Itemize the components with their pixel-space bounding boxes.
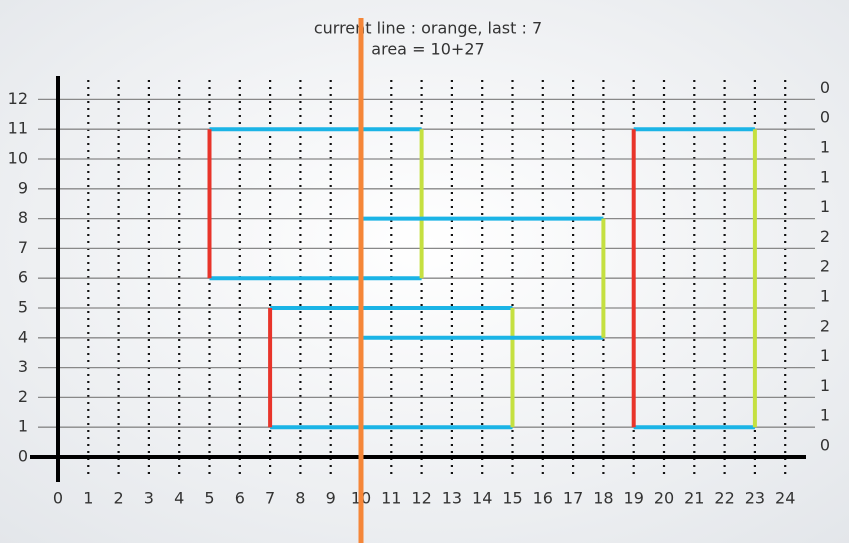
x-label: 8 xyxy=(295,489,305,508)
count-label: 2 xyxy=(820,227,830,246)
title: current line : orange, last : 7 xyxy=(314,19,542,38)
y-label: 11 xyxy=(8,119,28,138)
y-label: 10 xyxy=(8,149,28,168)
x-label: 21 xyxy=(684,489,704,508)
count-label: 1 xyxy=(820,138,830,157)
x-label: 14 xyxy=(472,489,492,508)
subtitle: area = 10+27 xyxy=(371,40,484,59)
x-label: 12 xyxy=(411,489,431,508)
x-label: 5 xyxy=(204,489,214,508)
x-label: 7 xyxy=(265,489,275,508)
count-label: 0 xyxy=(820,108,830,127)
x-label: 4 xyxy=(174,489,184,508)
x-label: 16 xyxy=(533,489,553,508)
y-label: 2 xyxy=(18,387,28,406)
count-label: 1 xyxy=(820,167,830,186)
x-label: 9 xyxy=(326,489,336,508)
count-label: 2 xyxy=(820,257,830,276)
x-label: 17 xyxy=(563,489,583,508)
y-label: 7 xyxy=(18,238,28,257)
count-label: 0 xyxy=(820,436,830,455)
y-label: 1 xyxy=(18,417,28,436)
x-label: 19 xyxy=(624,489,644,508)
count-label: 2 xyxy=(820,316,830,335)
x-label: 0 xyxy=(53,489,63,508)
y-label: 5 xyxy=(18,298,28,317)
x-label: 24 xyxy=(775,489,795,508)
count-label: 1 xyxy=(820,376,830,395)
x-label: 20 xyxy=(654,489,674,508)
y-label: 9 xyxy=(18,178,28,197)
x-label: 18 xyxy=(593,489,613,508)
y-label: 8 xyxy=(18,208,28,227)
count-label: 1 xyxy=(820,406,830,425)
x-label: 22 xyxy=(714,489,734,508)
x-label: 3 xyxy=(144,489,154,508)
count-label: 1 xyxy=(820,287,830,306)
x-label: 11 xyxy=(381,489,401,508)
y-label: 6 xyxy=(18,268,28,287)
x-label: 15 xyxy=(502,489,522,508)
plot: 0123456789101112131415161718192021222324… xyxy=(8,18,830,543)
y-label: 12 xyxy=(8,89,28,108)
y-label: 0 xyxy=(18,447,28,466)
x-label: 23 xyxy=(745,489,765,508)
x-label: 13 xyxy=(442,489,462,508)
count-label: 1 xyxy=(820,346,830,365)
x-label: 6 xyxy=(235,489,245,508)
count-label: 0 xyxy=(820,78,830,97)
y-label: 4 xyxy=(18,327,28,346)
x-label: 1 xyxy=(83,489,93,508)
count-label: 1 xyxy=(820,197,830,216)
x-label: 2 xyxy=(114,489,124,508)
y-label: 3 xyxy=(18,357,28,376)
